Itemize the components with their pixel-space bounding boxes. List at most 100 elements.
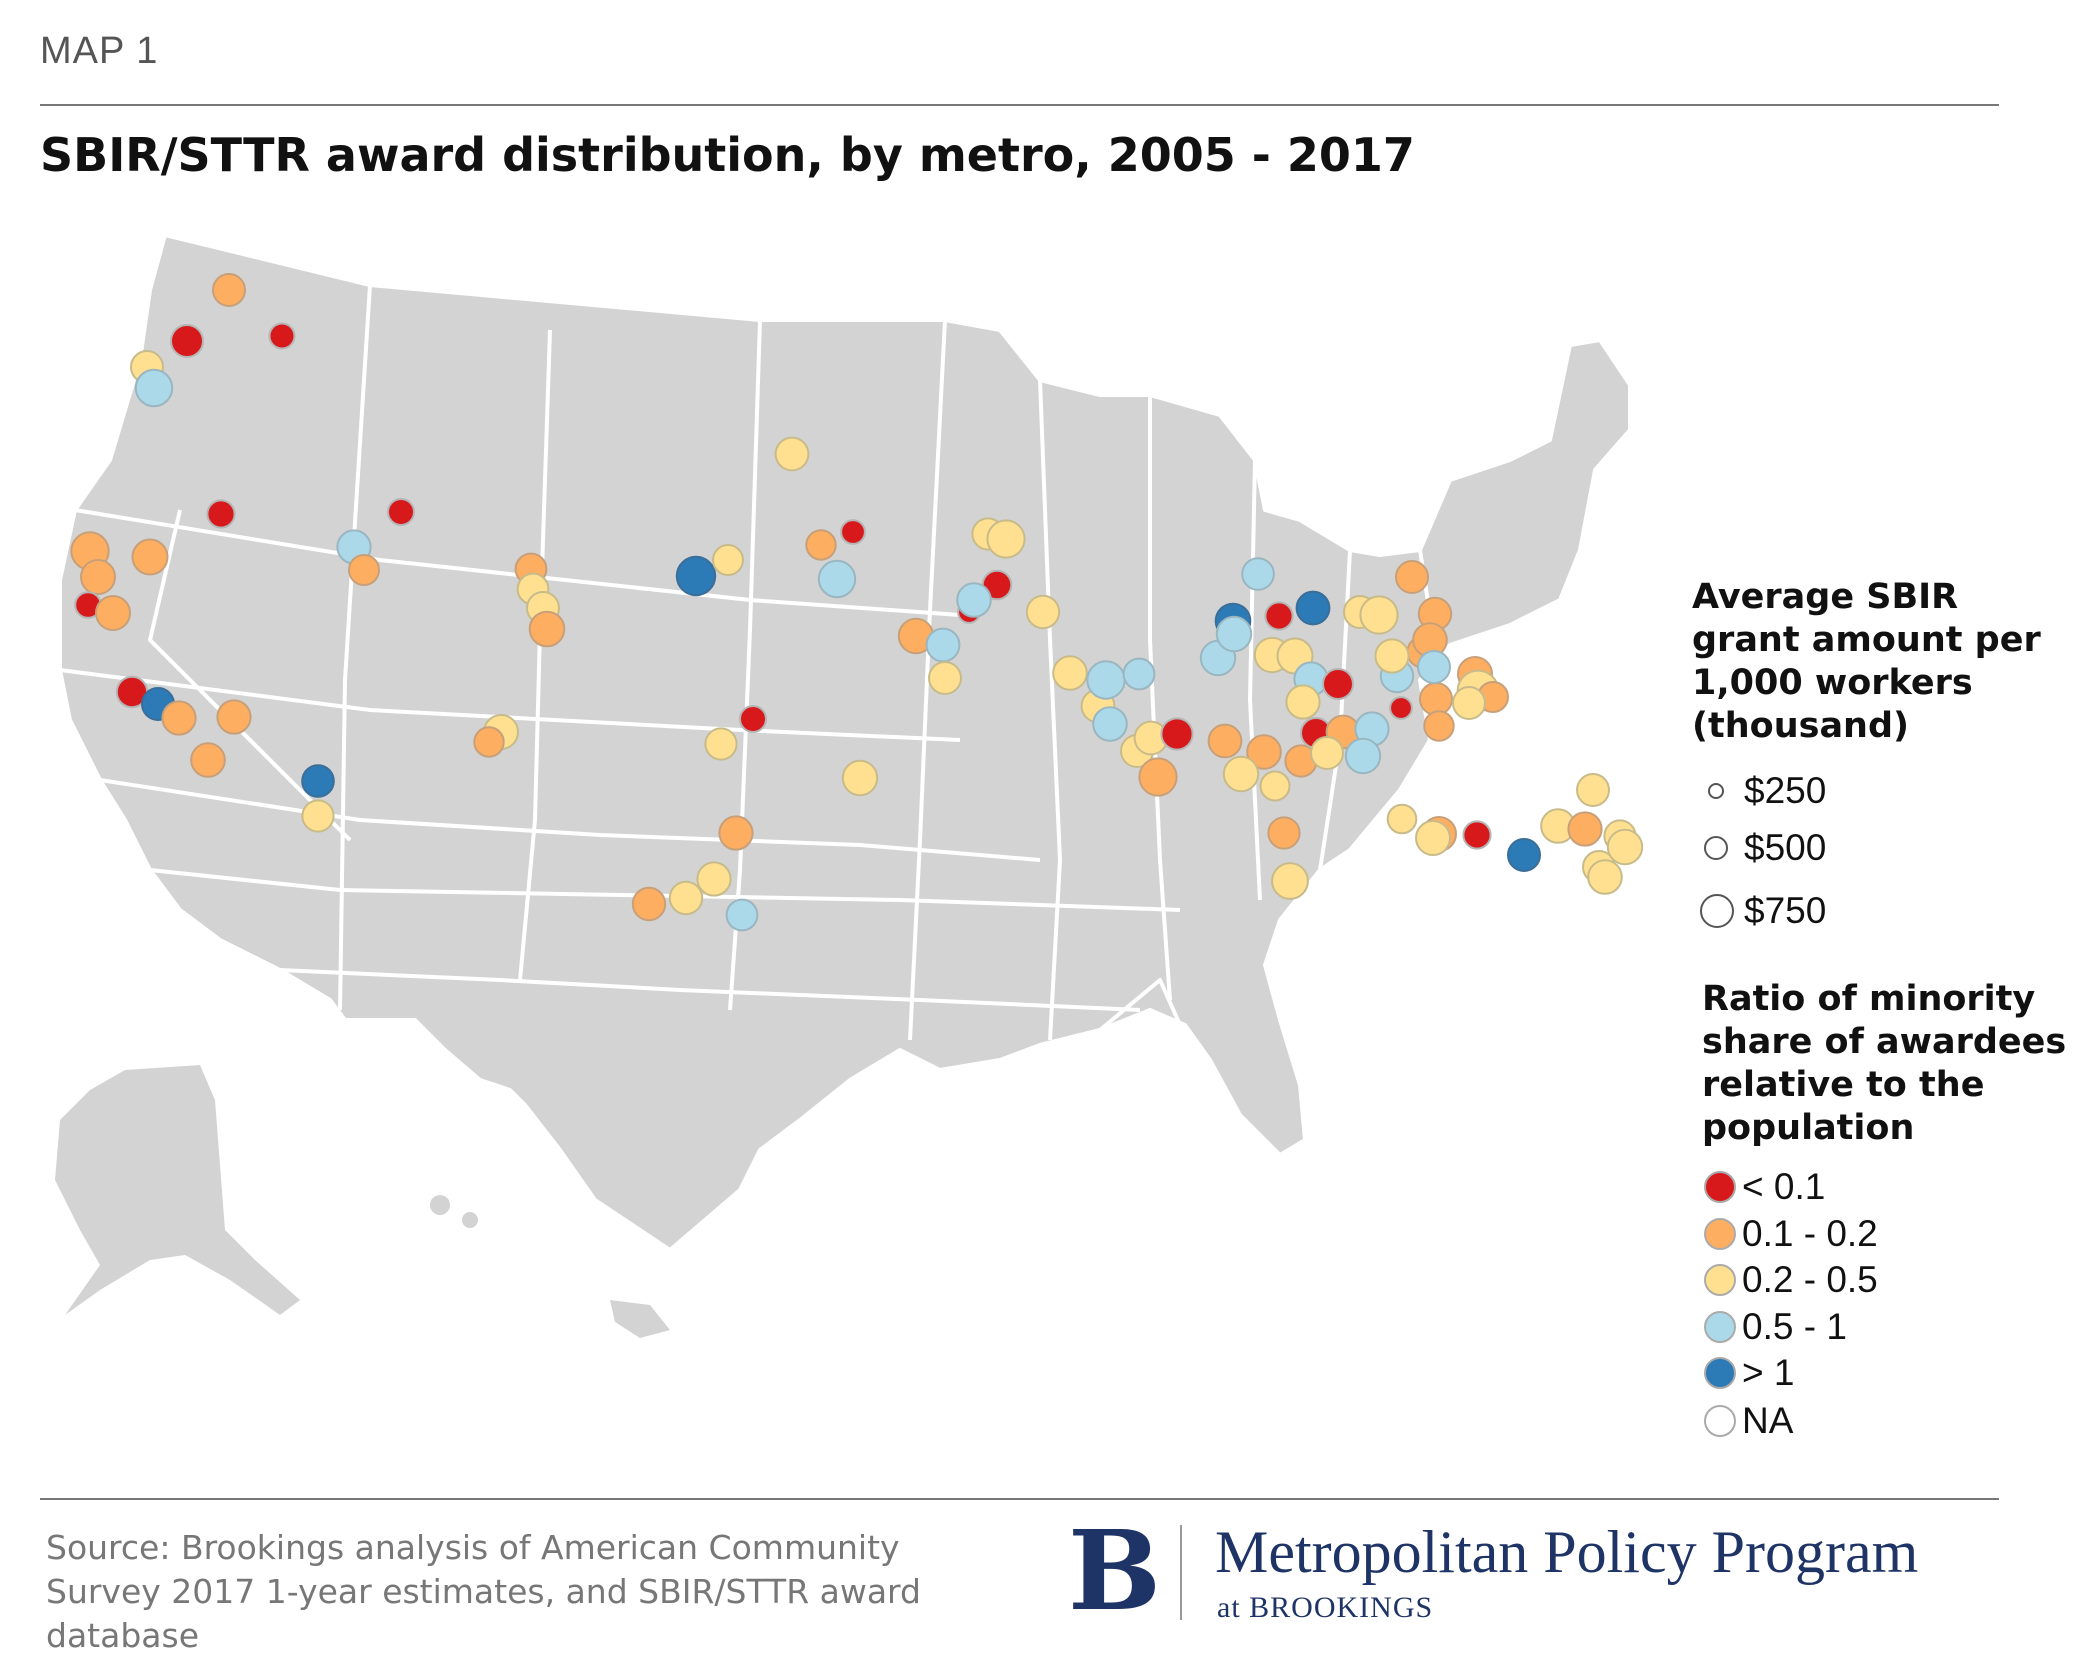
alaska-outline bbox=[55, 1065, 300, 1315]
color-legend-title-line: share of awardees bbox=[1702, 1022, 2067, 1062]
hawaii-island bbox=[430, 1195, 450, 1215]
color-swatch bbox=[1704, 1357, 1736, 1389]
metro-circle bbox=[1452, 686, 1486, 720]
hawaii-island bbox=[462, 1212, 478, 1228]
color-legend-item: NA bbox=[1704, 1400, 1793, 1442]
metro-circle bbox=[1576, 773, 1610, 807]
program-subtitle: at BROOKINGS bbox=[1217, 1591, 1434, 1624]
size-swatch-small bbox=[1708, 783, 1724, 799]
map-title: SBIR/STTR award distribution, by metro, … bbox=[40, 128, 1415, 182]
metro-circle bbox=[1374, 638, 1410, 674]
color-swatch bbox=[1704, 1264, 1736, 1296]
metro-circle bbox=[216, 699, 252, 735]
metro-circle bbox=[1423, 710, 1455, 742]
metro-circle bbox=[805, 529, 837, 561]
color-legend-title-line: population bbox=[1702, 1108, 1915, 1148]
color-legend-item: 0.5 - 1 bbox=[1704, 1306, 1847, 1348]
metro-circle bbox=[1359, 595, 1399, 635]
map-label: MAP 1 bbox=[40, 30, 159, 72]
metro-circle bbox=[1386, 803, 1418, 835]
size-legend-label: $250 bbox=[1744, 770, 1827, 811]
metro-circle bbox=[1295, 590, 1331, 626]
top-rule bbox=[40, 104, 1999, 106]
metro-circle bbox=[134, 368, 174, 408]
metro-circle bbox=[631, 886, 667, 922]
size-legend-title: Average SBIR grant amount per 1,000 work… bbox=[1692, 576, 2041, 748]
metro-circle bbox=[841, 759, 879, 797]
color-legend-label: > 1 bbox=[1742, 1352, 1795, 1393]
metro-circle bbox=[301, 799, 335, 833]
metro-circle bbox=[1310, 736, 1344, 770]
size-legend-title-line: Average SBIR bbox=[1692, 577, 1959, 617]
color-legend-item: < 0.1 bbox=[1704, 1166, 1825, 1208]
bottom-rule bbox=[40, 1498, 1999, 1500]
metro-circle bbox=[668, 880, 704, 916]
metro-circle bbox=[206, 499, 236, 529]
metro-circle bbox=[528, 610, 566, 648]
metro-circle bbox=[1267, 816, 1301, 850]
color-legend-item: 0.1 - 0.2 bbox=[1704, 1213, 1878, 1255]
size-legend-title-line: grant amount per bbox=[1692, 620, 2041, 660]
program-name: Metropolitan Policy Program bbox=[1215, 1519, 1919, 1585]
size-legend-item: $500 bbox=[1700, 827, 1826, 869]
metro-circle bbox=[1086, 660, 1126, 700]
metro-circle bbox=[1122, 657, 1156, 691]
metro-circles bbox=[70, 273, 1644, 932]
metro-circle bbox=[1344, 737, 1382, 775]
metro-circle bbox=[1419, 682, 1453, 716]
color-legend-item: > 1 bbox=[1704, 1352, 1794, 1394]
metro-circle bbox=[1389, 696, 1413, 720]
color-legend-label: 0.1 - 0.2 bbox=[1742, 1213, 1878, 1254]
metro-circle bbox=[1322, 668, 1354, 700]
metro-circle bbox=[348, 554, 380, 586]
color-legend-title-line: Ratio of minority bbox=[1702, 979, 2036, 1019]
metro-circle bbox=[1606, 828, 1644, 866]
size-legend-label: $750 bbox=[1744, 890, 1827, 931]
metro-circle bbox=[1246, 734, 1282, 770]
metro-circle bbox=[1138, 757, 1178, 797]
metro-circle bbox=[1092, 706, 1128, 742]
metro-circle bbox=[675, 555, 717, 597]
metro-circle bbox=[774, 436, 810, 472]
metro-circle bbox=[387, 498, 415, 526]
metro-circle bbox=[925, 627, 961, 663]
metro-circle bbox=[1417, 650, 1451, 684]
color-swatch bbox=[1704, 1405, 1736, 1437]
metro-circle bbox=[95, 595, 131, 631]
metro-circle bbox=[1567, 811, 1603, 847]
color-legend-title: Ratio of minority share of awardees rela… bbox=[1702, 978, 2066, 1150]
size-legend-item: $750 bbox=[1700, 890, 1826, 932]
metro-circle bbox=[712, 544, 744, 576]
metro-circle bbox=[1215, 615, 1253, 653]
color-legend-label: 0.2 - 0.5 bbox=[1742, 1259, 1878, 1300]
size-legend-title-line: (thousand) bbox=[1692, 706, 1910, 746]
color-legend-label: 0.5 - 1 bbox=[1742, 1306, 1847, 1347]
metro-circle bbox=[1264, 601, 1294, 631]
metro-circle bbox=[1462, 820, 1492, 850]
logo-divider bbox=[1180, 1525, 1182, 1620]
metro-circle bbox=[1207, 723, 1243, 759]
metro-circle bbox=[301, 764, 335, 798]
metro-circle bbox=[212, 273, 246, 307]
metro-circle bbox=[725, 898, 759, 932]
metro-circle bbox=[473, 726, 505, 758]
metro-circle bbox=[986, 519, 1026, 559]
hawaii-island bbox=[610, 1300, 670, 1338]
size-swatch-large bbox=[1700, 894, 1734, 928]
size-legend-label: $500 bbox=[1744, 827, 1827, 868]
metro-circle bbox=[190, 742, 226, 778]
metro-circle bbox=[1025, 594, 1061, 630]
metro-circle bbox=[718, 815, 754, 851]
metro-circle bbox=[1587, 859, 1623, 895]
metro-circle bbox=[1395, 560, 1429, 594]
us-map bbox=[55, 233, 1644, 1338]
color-legend-label: < 0.1 bbox=[1742, 1166, 1826, 1207]
color-swatch bbox=[1704, 1218, 1736, 1250]
metro-circle bbox=[268, 322, 296, 350]
metro-circle bbox=[1052, 655, 1088, 691]
metro-circle bbox=[1241, 557, 1275, 591]
color-legend-item: 0.2 - 0.5 bbox=[1704, 1259, 1878, 1301]
brookings-logo-letter: B bbox=[1068, 1506, 1161, 1635]
metro-circle bbox=[1507, 838, 1541, 872]
metro-circle bbox=[1222, 755, 1260, 793]
